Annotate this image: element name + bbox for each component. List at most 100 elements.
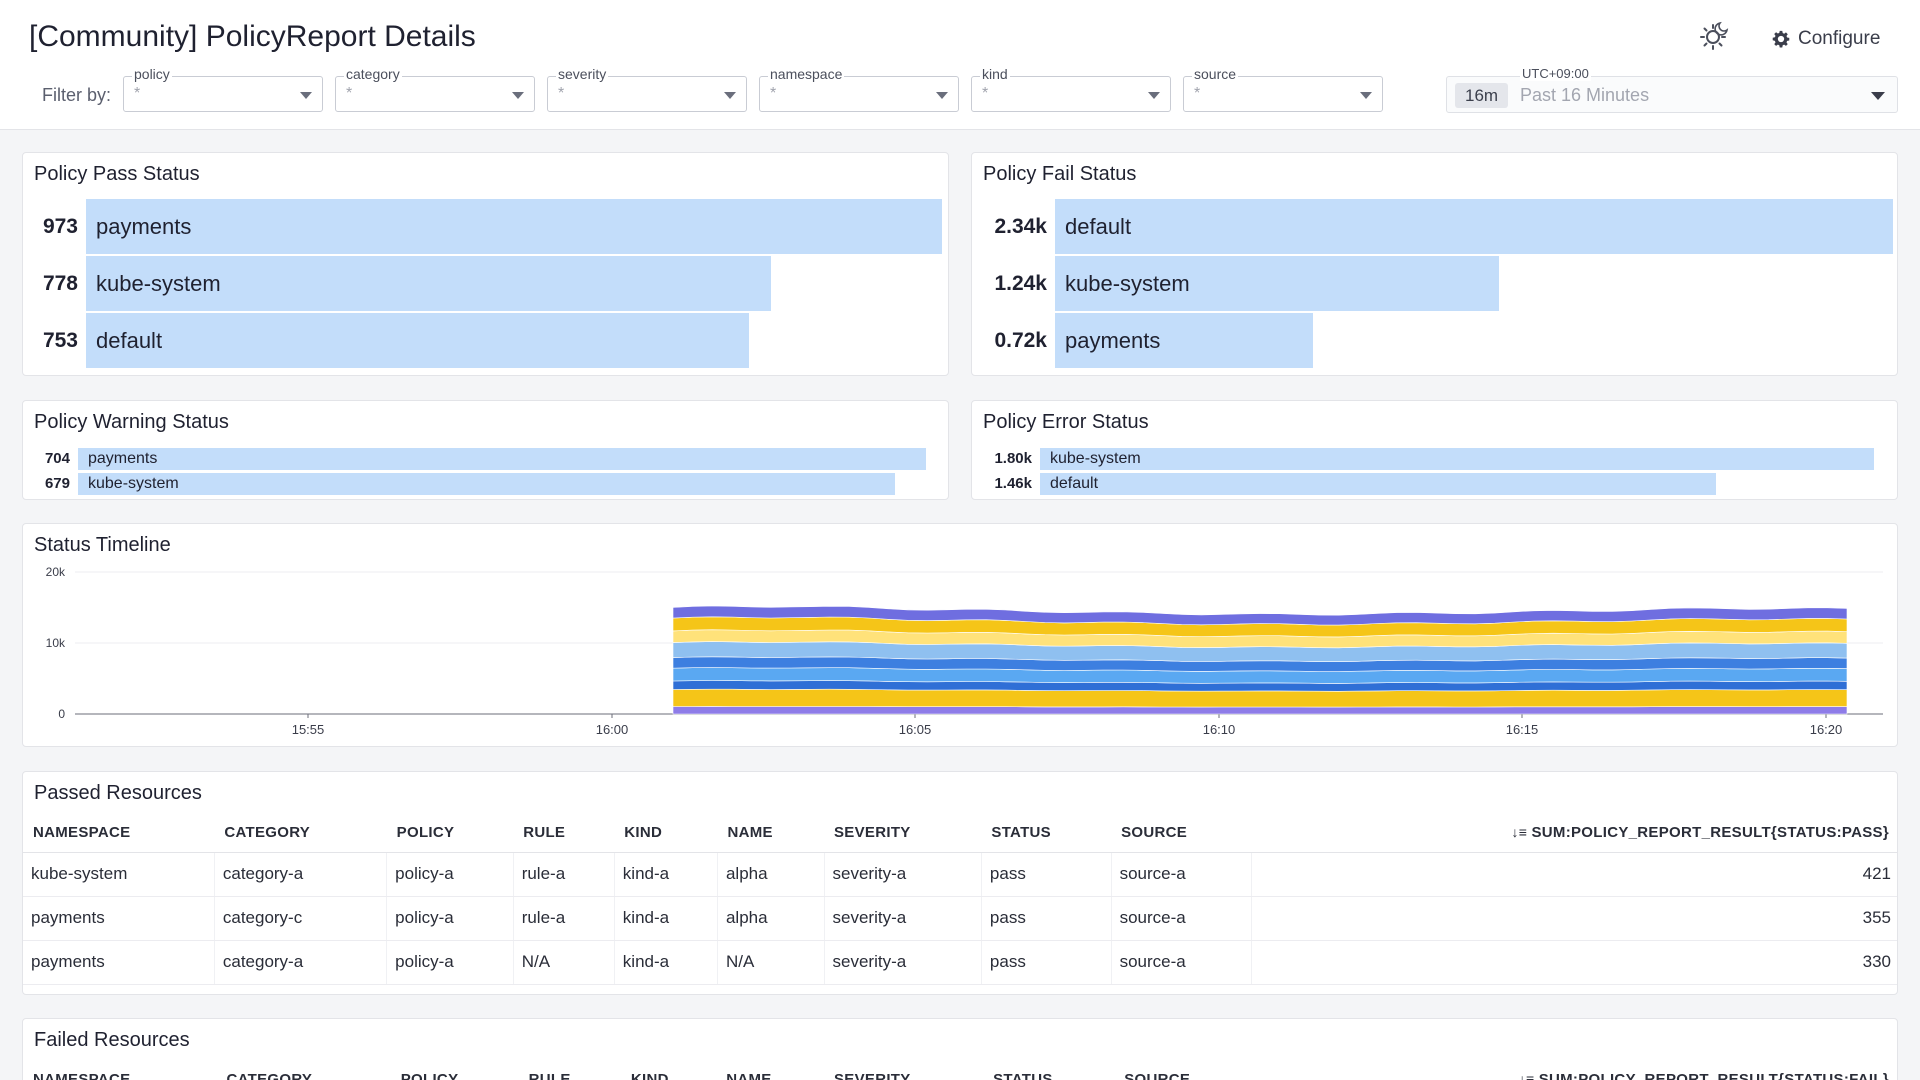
y-tick-label: 0	[58, 707, 65, 721]
toplist-value: 1.80k	[994, 450, 1032, 467]
toplist-row[interactable]: 1.46k default	[972, 473, 1897, 495]
column-header[interactable]: NAMESPACE	[23, 814, 215, 853]
column-header[interactable]: NAME	[716, 1061, 824, 1080]
table-cell: category-a	[213, 852, 387, 897]
toplist-row[interactable]: 1.80k kube-system	[972, 448, 1897, 470]
toplist-label: payments	[96, 214, 192, 239]
toplist-value: 2.34k	[994, 215, 1047, 238]
table-cell: severity-a	[823, 896, 982, 941]
table-cell: rule-a	[512, 896, 615, 941]
theme-toggle-button[interactable]	[1698, 20, 1732, 54]
time-range-picker[interactable]: UTC+09:00 16m Past 16 Minutes	[1446, 66, 1898, 113]
toplist-bar	[78, 473, 895, 495]
column-header[interactable]: SOURCE	[1114, 1061, 1256, 1080]
sort-descending-icon: ↓≡	[1518, 1071, 1539, 1080]
column-header[interactable]: POLICY	[390, 1061, 519, 1080]
table-cell: N/A	[716, 940, 824, 985]
column-header[interactable]: SOURCE	[1111, 814, 1252, 853]
toplist-label: payments	[88, 450, 158, 467]
area-series	[672, 688, 1848, 708]
y-tick-label: 10k	[46, 636, 66, 650]
toplist-row[interactable]: 2.34k default	[972, 199, 1897, 254]
passed-resources-table: NAMESPACE CATEGORY POLICY RULE KIND NAME SEVER…	[23, 814, 1897, 985]
passed-resources-widget: Passed Resources NAMESPACE CATEGORY POLICY…	[22, 771, 1898, 995]
timeline-chart: 20k 10k 0 15:55 16:00 16:05 16:10 16:15 16:20	[46, 565, 1883, 737]
toplist-row[interactable]: 704 payments	[23, 448, 948, 470]
policy-filter[interactable]: policy *	[123, 66, 323, 112]
column-header[interactable]: KIND	[614, 814, 718, 853]
filter-label: category	[344, 66, 402, 82]
table-cell: pass	[980, 940, 1112, 985]
chevron-down-icon	[936, 92, 948, 99]
filter-label: kind	[980, 66, 1010, 82]
column-header[interactable]: STATUS	[981, 814, 1112, 853]
severity-filter[interactable]: severity *	[547, 66, 747, 112]
chevron-down-icon	[512, 92, 524, 99]
kind-filter[interactable]: kind *	[971, 66, 1171, 112]
column-header[interactable]: CATEGORY	[214, 814, 387, 853]
toplist-row[interactable]: 778 kube-system	[23, 256, 948, 311]
table-cell: payments	[23, 940, 215, 985]
page-title: [Community] PolicyReport Details	[29, 20, 476, 53]
widget-title: Policy Pass Status	[34, 163, 200, 185]
x-tick-label: 16:00	[596, 722, 629, 737]
toplist-row[interactable]: 973 payments	[23, 199, 948, 254]
column-header[interactable]: KIND	[620, 1061, 717, 1080]
filter-value: *	[770, 85, 777, 102]
widget-title: Policy Fail Status	[983, 163, 1137, 185]
toplist-value: 1.24k	[994, 272, 1047, 295]
category-filter[interactable]: category *	[335, 66, 535, 112]
area-series	[672, 706, 1848, 715]
widget-title: Failed Resources	[34, 1029, 190, 1051]
table-row[interactable]: payments category-c policy-a rule-a kind-a al…	[23, 896, 1897, 941]
toplist-value: 1.46k	[994, 475, 1032, 492]
column-header[interactable]: RULE	[518, 1061, 621, 1080]
toplist-row[interactable]: 0.72k payments	[972, 313, 1897, 368]
table-row[interactable]: payments category-a policy-a N/A kind-a N/A se…	[23, 940, 1897, 985]
policy-error-status-widget: Policy Error Status 1.80k kube-system 1.46…	[971, 400, 1898, 500]
filter-label: policy	[132, 66, 172, 82]
table-cell: 421	[1250, 852, 1897, 897]
table-cell: N/A	[512, 940, 615, 985]
table-cell: kind-a	[613, 896, 718, 941]
column-header[interactable]: POLICY	[386, 814, 514, 853]
table-cell: source-a	[1110, 852, 1252, 897]
toplist-bar	[78, 448, 926, 470]
column-header[interactable]: STATUS	[983, 1061, 1115, 1080]
toplist-label: kube-system	[1065, 271, 1190, 296]
policy-fail-status-widget: Policy Fail Status 2.34k default 1.24k kube…	[971, 152, 1898, 376]
toplist-row[interactable]: 679 kube-system	[23, 473, 948, 495]
column-header[interactable]: RULE	[513, 814, 615, 853]
toplist-label: kube-system	[96, 271, 221, 296]
column-header[interactable]: SEVERITY	[823, 1061, 984, 1080]
filter-value: *	[134, 85, 141, 102]
time-range-label: Past 16 Minutes	[1520, 85, 1650, 105]
toplist-bar	[86, 256, 771, 311]
column-header[interactable]: NAME	[717, 814, 824, 853]
configure-button[interactable]: Configure	[1772, 24, 1880, 54]
toplist-row[interactable]: 1.24k kube-system	[972, 256, 1897, 311]
table-row[interactable]: kube-system category-a policy-a rule-a kind-…	[23, 852, 1897, 897]
policy-pass-status-widget: Policy Pass Status 973 payments 778 kube-sy…	[22, 152, 949, 376]
toplist-label: default	[1050, 475, 1099, 492]
column-header[interactable]: CATEGORY	[216, 1061, 391, 1080]
failed-resources-widget: Failed Resources NAMESPACE CATEGORY POLICY…	[22, 1018, 1898, 1080]
table-cell: category-c	[213, 896, 387, 941]
policy-warning-status-widget: Policy Warning Status 704 payments 679 kube…	[22, 400, 949, 500]
table-cell: source-a	[1110, 940, 1252, 985]
table-cell: policy-a	[386, 940, 514, 985]
toplist-row[interactable]: 753 default	[23, 313, 948, 368]
gear-icon	[1772, 30, 1790, 48]
column-header[interactable]: SEVERITY	[824, 814, 982, 853]
table-cell: kind-a	[613, 852, 718, 897]
widget-title: Policy Warning Status	[34, 411, 229, 433]
namespace-filter[interactable]: namespace *	[759, 66, 959, 112]
sortable-column-header[interactable]: ↓≡ SUM:POLICY_REPORT_RESULT{STATUS:PASS}	[1251, 814, 1897, 853]
source-filter[interactable]: source *	[1183, 66, 1383, 112]
toplist-value: 778	[42, 272, 78, 295]
y-tick-label: 20k	[46, 565, 66, 579]
sortable-column-header[interactable]: ↓≡ SUM:POLICY_REPORT_RESULT{STATUS:FAIL}	[1255, 1061, 1897, 1080]
toplist-label: payments	[1065, 328, 1161, 353]
column-header[interactable]: NAMESPACE	[23, 1061, 217, 1080]
filter-value: *	[1194, 85, 1201, 102]
